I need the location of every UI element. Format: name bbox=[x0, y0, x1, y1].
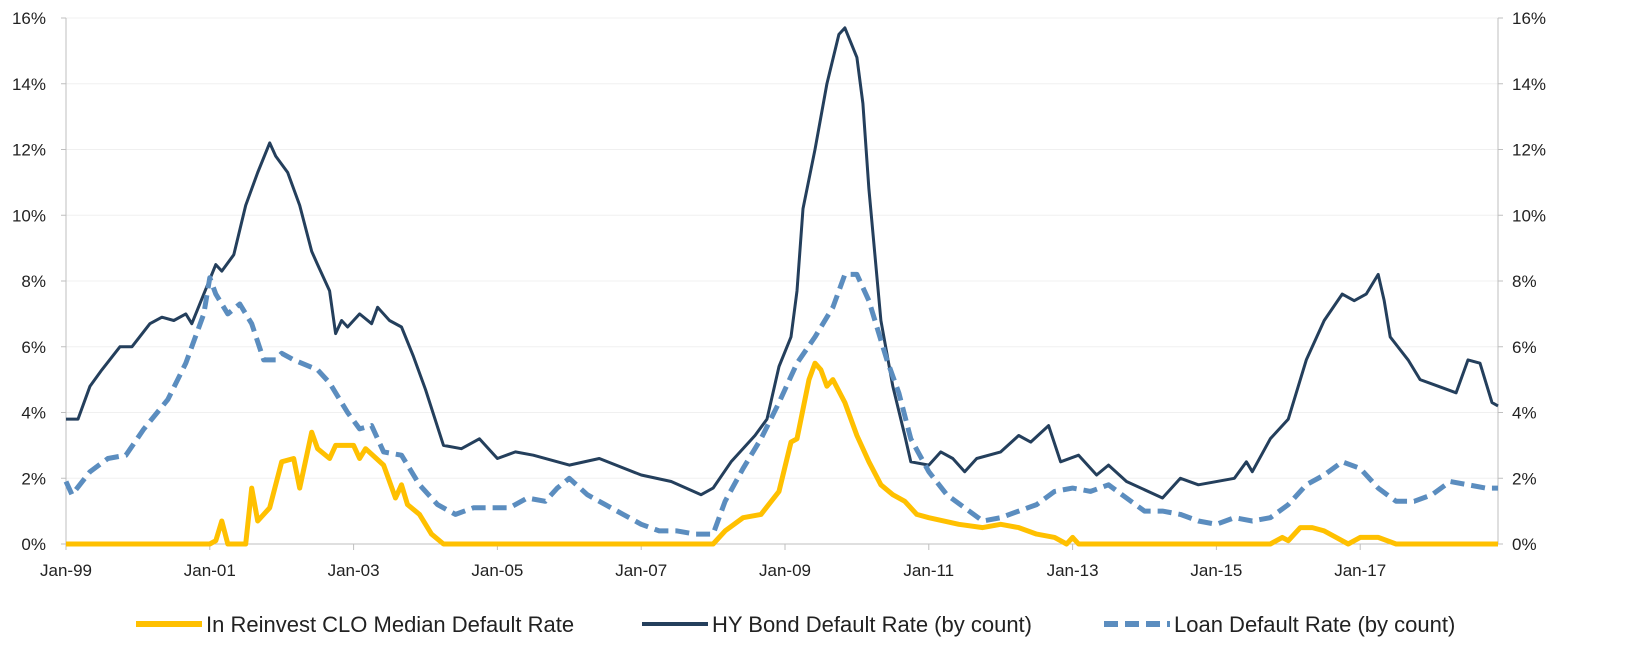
y-tick-label-right: 14% bbox=[1512, 75, 1546, 94]
series-line-3 bbox=[63, 271, 1498, 537]
x-tick-label: Jan-01 bbox=[184, 561, 236, 580]
x-tick-label: Jan-17 bbox=[1334, 561, 1386, 580]
x-tick-label: Jan-05 bbox=[471, 561, 523, 580]
legend-label-3: Loan Default Rate (by count) bbox=[1174, 612, 1455, 637]
series-lines bbox=[63, 26, 1499, 547]
y-tick-label-left: 10% bbox=[12, 206, 46, 225]
y-tick-label-left: 0% bbox=[21, 535, 46, 554]
y-tick-label-right: 6% bbox=[1512, 338, 1537, 357]
x-tick-label: Jan-99 bbox=[40, 561, 92, 580]
y-tick-label-left: 14% bbox=[12, 75, 46, 94]
y-tick-label-left: 6% bbox=[21, 338, 46, 357]
y-tick-label-right: 4% bbox=[1512, 404, 1537, 423]
y-tick-label-right: 16% bbox=[1512, 9, 1546, 28]
y-tick-label-right: 10% bbox=[1512, 206, 1546, 225]
y-tick-label-left: 8% bbox=[21, 272, 46, 291]
y-tick-label-left: 2% bbox=[21, 469, 46, 488]
x-tick-label: Jan-11 bbox=[903, 561, 954, 580]
y-tick-label-left: 12% bbox=[12, 141, 46, 160]
y-tick-label-left: 16% bbox=[12, 9, 46, 28]
legend: In Reinvest CLO Median Default Rate HY Bo… bbox=[136, 612, 1455, 637]
y-tick-label-right: 2% bbox=[1512, 469, 1537, 488]
x-tick-label: Jan-07 bbox=[615, 561, 667, 580]
legend-label-1: In Reinvest CLO Median Default Rate bbox=[206, 612, 574, 637]
gridlines bbox=[66, 17, 1498, 479]
x-tick-label: Jan-15 bbox=[1190, 561, 1242, 580]
y-tick-label-right: 0% bbox=[1512, 535, 1537, 554]
x-tick-label: Jan-03 bbox=[328, 561, 380, 580]
series-line-1 bbox=[66, 360, 1498, 547]
y-tick-label-left: 4% bbox=[21, 404, 46, 423]
axes: 0% 0% 2% 2% 4% 4% 6% 6% 8% 8% 10% 10% 12% 12% 14% 14% 16… bbox=[12, 9, 1546, 580]
x-tick-label: Jan-09 bbox=[759, 561, 811, 580]
y-tick-label-right: 12% bbox=[1512, 141, 1546, 160]
y-tick-label-right: 8% bbox=[1512, 272, 1537, 291]
series-line-2 bbox=[66, 26, 1499, 500]
x-tick-label: Jan-13 bbox=[1047, 561, 1099, 580]
legend-label-2: HY Bond Default Rate (by count) bbox=[712, 612, 1032, 637]
